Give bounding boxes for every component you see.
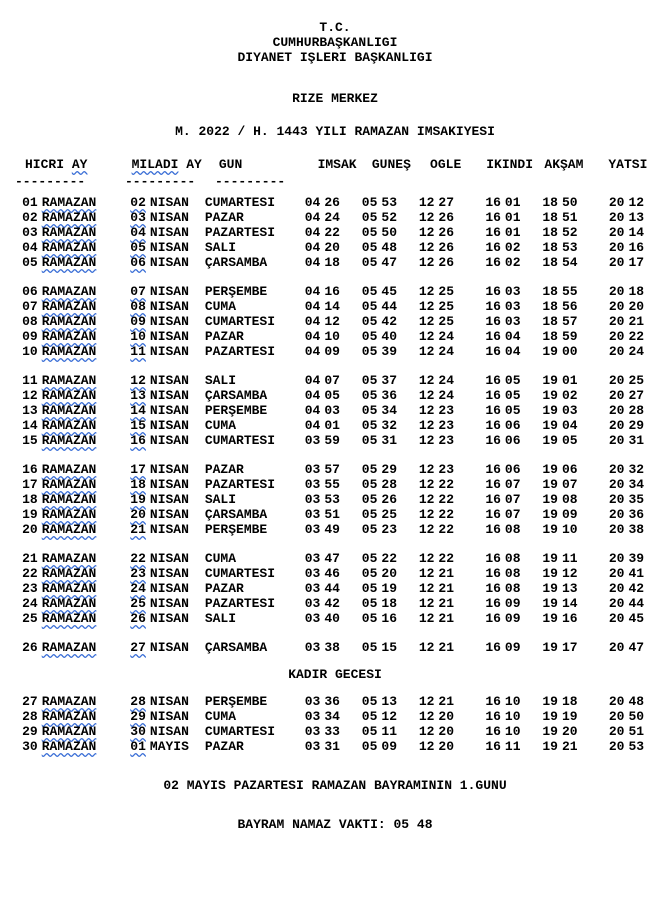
header-line3: DIYANET IŞLERI BAŞKANLIGI bbox=[15, 50, 655, 65]
title: M. 2022 / H. 1443 YILI RAMAZAN IMSAKIYES… bbox=[15, 124, 655, 139]
table-row: 16RAMAZAN17NISANPAZAR0357052912231606190… bbox=[15, 462, 655, 477]
table-row: 18RAMAZAN19NISANSALI03530526122216071908… bbox=[15, 492, 655, 507]
table-row: 24RAMAZAN25NISANPAZARTESI034205181221160… bbox=[15, 596, 655, 611]
table-row: 23RAMAZAN24NISANPAZAR0344051912211608191… bbox=[15, 581, 655, 596]
table-row: 10RAMAZAN11NISANPAZARTESI040905391224160… bbox=[15, 344, 655, 359]
table-row: 01RAMAZAN02NISANCUMARTESI042605531227160… bbox=[15, 195, 655, 210]
table-row: 11RAMAZAN12NISANSALI04070537122416051901… bbox=[15, 373, 655, 388]
divider: --------- --------- --------- bbox=[15, 174, 655, 189]
table-row: 17RAMAZAN18NISANPAZARTESI035505281222160… bbox=[15, 477, 655, 492]
table-row: 19RAMAZAN20NISANÇARSAMBA0351052512221607… bbox=[15, 507, 655, 522]
table-row: 22RAMAZAN23NISANCUMARTESI034605201221160… bbox=[15, 566, 655, 581]
table-row: 20RAMAZAN21NISANPERŞEMBE0349052312221608… bbox=[15, 522, 655, 537]
table-row: 25RAMAZAN26NISANSALI03400516122116091916… bbox=[15, 611, 655, 626]
column-headers: HICRI AY MILADI AY GUN IMSAK GUNEŞ OGLE … bbox=[15, 157, 655, 172]
table-row: 30RAMAZAN01MAYISPAZAR0331050912201611192… bbox=[15, 739, 655, 754]
table-row: 02RAMAZAN03NISANPAZAR0424055212261601185… bbox=[15, 210, 655, 225]
table-row: 03RAMAZAN04NISANPAZARTESI042205501226160… bbox=[15, 225, 655, 240]
header-line2: CUMHURBAŞKANLIGI bbox=[15, 35, 655, 50]
table-row: 26RAMAZAN27NISANÇARSAMBA0338051512211609… bbox=[15, 640, 655, 655]
table-row: 28RAMAZAN29NISANCUMA03340512122016101919… bbox=[15, 709, 655, 724]
table-row: 09RAMAZAN10NISANPAZAR0410054012241604185… bbox=[15, 329, 655, 344]
kadir-gecesi: KADIR GECESI bbox=[15, 667, 655, 682]
prayer-times-table: 01RAMAZAN02NISANCUMARTESI042605531227160… bbox=[15, 195, 655, 754]
header-line1: T.C. bbox=[15, 20, 655, 35]
table-row: 13RAMAZAN14NISANPERŞEMBE0403053412231605… bbox=[15, 403, 655, 418]
table-row: 04RAMAZAN05NISANSALI04200548122616021853… bbox=[15, 240, 655, 255]
table-row: 05RAMAZAN06NISANÇARSAMBA0418054712261602… bbox=[15, 255, 655, 270]
table-row: 27RAMAZAN28NISANPERŞEMBE0336051312211610… bbox=[15, 694, 655, 709]
table-row: 15RAMAZAN16NISANCUMARTESI035905311223160… bbox=[15, 433, 655, 448]
bayram-namaz: BAYRAM NAMAZ VAKTI: 05 48 bbox=[15, 817, 655, 832]
table-row: 29RAMAZAN30NISANCUMARTESI033305111220161… bbox=[15, 724, 655, 739]
table-row: 14RAMAZAN15NISANCUMA04010532122316061904… bbox=[15, 418, 655, 433]
table-row: 21RAMAZAN22NISANCUMA03470522122216081911… bbox=[15, 551, 655, 566]
bayram-day: 02 MAYIS PAZARTESI RAMAZAN BAYRAMININ 1.… bbox=[15, 778, 655, 793]
table-row: 07RAMAZAN08NISANCUMA04140544122516031856… bbox=[15, 299, 655, 314]
table-row: 12RAMAZAN13NISANÇARSAMBA0405053612241605… bbox=[15, 388, 655, 403]
table-row: 08RAMAZAN09NISANCUMARTESI041205421225160… bbox=[15, 314, 655, 329]
location: RIZE MERKEZ bbox=[15, 91, 655, 106]
table-row: 06RAMAZAN07NISANPERŞEMBE0416054512251603… bbox=[15, 284, 655, 299]
